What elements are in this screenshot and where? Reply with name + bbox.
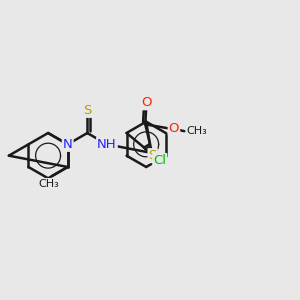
Text: S: S xyxy=(83,104,92,117)
Text: CH₃: CH₃ xyxy=(38,179,59,189)
Text: NH: NH xyxy=(97,138,117,151)
Text: O: O xyxy=(141,96,152,109)
Text: CH₃: CH₃ xyxy=(187,126,207,136)
Text: O: O xyxy=(169,122,179,135)
Text: N: N xyxy=(63,138,73,151)
Text: S: S xyxy=(148,149,157,162)
Text: Cl: Cl xyxy=(153,154,166,167)
